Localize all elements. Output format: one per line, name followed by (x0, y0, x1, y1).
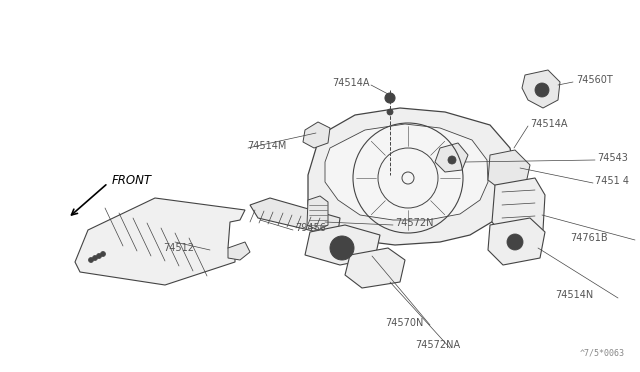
Polygon shape (307, 196, 328, 230)
Polygon shape (250, 198, 340, 235)
Text: 74761B: 74761B (570, 233, 607, 243)
Text: 7451 4: 7451 4 (595, 176, 629, 186)
Text: 74514A: 74514A (530, 119, 568, 129)
Text: 74572NA: 74572NA (415, 340, 460, 350)
Circle shape (330, 236, 354, 260)
Polygon shape (435, 143, 468, 172)
Circle shape (448, 156, 456, 164)
Circle shape (337, 243, 347, 253)
Polygon shape (75, 198, 245, 285)
Text: 74572N: 74572N (395, 218, 433, 228)
Text: FRONT: FRONT (112, 173, 152, 186)
Text: 74560T: 74560T (576, 75, 612, 85)
Text: 74543: 74543 (597, 153, 628, 163)
Circle shape (507, 234, 523, 250)
Polygon shape (488, 218, 545, 265)
Circle shape (387, 109, 393, 115)
Text: 79456: 79456 (295, 223, 326, 233)
Polygon shape (303, 122, 330, 148)
Circle shape (385, 93, 395, 103)
Text: 74514M: 74514M (247, 141, 286, 151)
Polygon shape (228, 242, 250, 260)
Polygon shape (345, 248, 405, 288)
Circle shape (535, 83, 549, 97)
Polygon shape (522, 70, 560, 108)
Circle shape (88, 257, 93, 263)
Polygon shape (305, 225, 380, 265)
Polygon shape (488, 150, 530, 193)
Polygon shape (308, 108, 515, 245)
Circle shape (97, 253, 102, 259)
Text: ^7/5*0063: ^7/5*0063 (580, 349, 625, 358)
Text: 74514A: 74514A (333, 78, 370, 88)
Text: 74514N: 74514N (555, 290, 593, 300)
Polygon shape (325, 124, 488, 220)
Circle shape (100, 251, 106, 257)
Polygon shape (492, 178, 545, 238)
Text: 74570N: 74570N (385, 318, 424, 328)
Circle shape (93, 256, 97, 260)
Text: 74512: 74512 (163, 243, 194, 253)
